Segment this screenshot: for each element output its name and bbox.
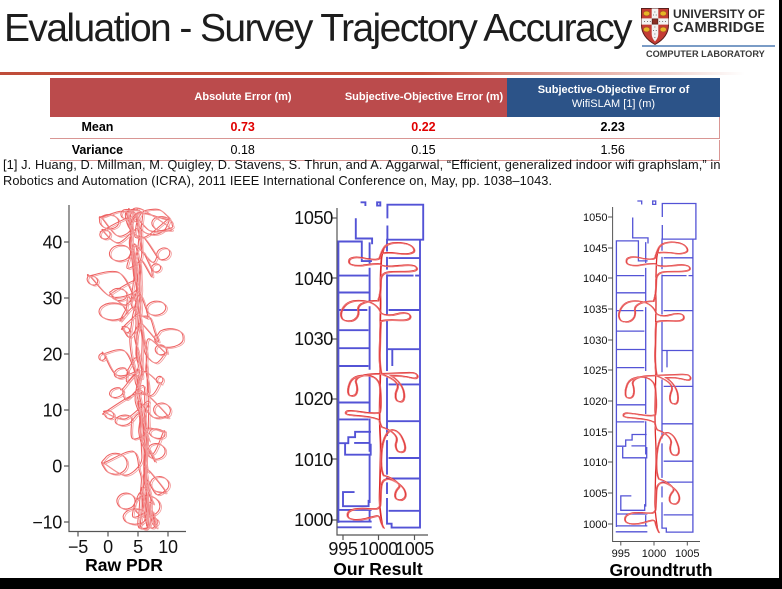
svg-text:995: 995 <box>328 539 357 559</box>
svg-text:1020: 1020 <box>583 396 607 408</box>
svg-text:1000: 1000 <box>583 519 607 531</box>
svg-text:1005: 1005 <box>395 539 434 559</box>
svg-text:1030: 1030 <box>294 329 333 349</box>
svg-text:1005: 1005 <box>675 548 699 560</box>
svg-text:Our Result: Our Result <box>333 559 423 579</box>
svg-text:1030: 1030 <box>583 335 607 347</box>
svg-text:995: 995 <box>612 548 630 560</box>
svg-text:−5: −5 <box>68 537 88 557</box>
svg-text:1000: 1000 <box>642 548 666 560</box>
svg-text:1040: 1040 <box>294 269 333 289</box>
svg-text:1010: 1010 <box>583 457 607 469</box>
svg-text:1005: 1005 <box>583 488 607 500</box>
svg-text:0: 0 <box>103 537 113 557</box>
svg-text:20: 20 <box>43 344 63 364</box>
svg-text:1020: 1020 <box>294 389 333 409</box>
svg-text:40: 40 <box>43 232 63 252</box>
svg-text:1045: 1045 <box>583 243 607 255</box>
svg-text:30: 30 <box>43 288 63 308</box>
svg-text:1015: 1015 <box>583 427 607 439</box>
svg-text:1000: 1000 <box>359 539 398 559</box>
svg-text:−10: −10 <box>32 512 62 532</box>
svg-text:Raw PDR: Raw PDR <box>85 555 163 575</box>
svg-text:1050: 1050 <box>294 208 333 228</box>
svg-text:1025: 1025 <box>583 365 607 377</box>
svg-text:1010: 1010 <box>294 450 333 470</box>
svg-text:Groundtruth: Groundtruth <box>609 560 712 580</box>
svg-text:1050: 1050 <box>583 212 607 224</box>
svg-text:0: 0 <box>52 456 62 476</box>
svg-text:1040: 1040 <box>583 273 607 285</box>
svg-text:1000: 1000 <box>294 510 333 530</box>
svg-text:5: 5 <box>133 537 143 557</box>
svg-text:10: 10 <box>158 537 178 557</box>
svg-text:10: 10 <box>43 400 63 420</box>
svg-text:1035: 1035 <box>583 304 607 316</box>
